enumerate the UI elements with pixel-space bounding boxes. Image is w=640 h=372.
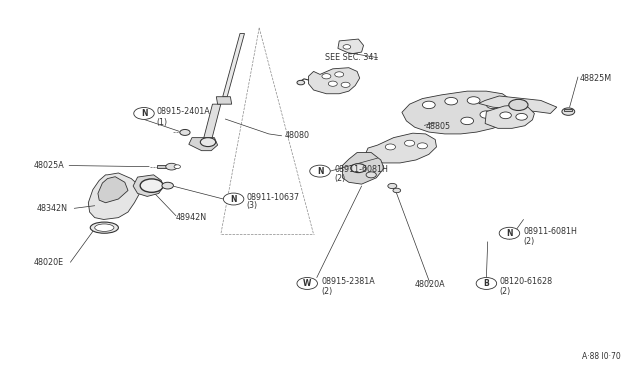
Text: 08911-6081H: 08911-6081H — [524, 227, 577, 236]
Circle shape — [134, 108, 154, 119]
Polygon shape — [216, 97, 232, 104]
Polygon shape — [338, 39, 364, 54]
Polygon shape — [402, 91, 517, 134]
Circle shape — [328, 81, 337, 86]
Polygon shape — [203, 104, 221, 141]
Circle shape — [445, 97, 458, 105]
Polygon shape — [342, 153, 384, 184]
Circle shape — [162, 182, 173, 189]
Circle shape — [467, 97, 480, 104]
Text: N: N — [506, 229, 513, 238]
Text: SEE SEC. 341: SEE SEC. 341 — [325, 53, 378, 62]
Text: B: B — [484, 279, 489, 288]
Circle shape — [385, 144, 396, 150]
Text: 48020E: 48020E — [33, 258, 63, 267]
Circle shape — [351, 164, 366, 173]
Circle shape — [516, 113, 527, 120]
Polygon shape — [157, 165, 168, 168]
Circle shape — [341, 82, 350, 87]
Text: 08915-2381A: 08915-2381A — [321, 277, 375, 286]
Text: N: N — [141, 109, 147, 118]
Text: 48080: 48080 — [285, 131, 310, 140]
Circle shape — [335, 72, 344, 77]
Circle shape — [404, 140, 415, 146]
Circle shape — [140, 179, 163, 192]
Polygon shape — [308, 68, 360, 94]
Circle shape — [174, 165, 180, 169]
Text: 48020A: 48020A — [415, 280, 445, 289]
Polygon shape — [479, 96, 557, 113]
Text: 48805: 48805 — [426, 122, 451, 131]
Circle shape — [422, 101, 435, 109]
Circle shape — [417, 143, 428, 149]
Text: 08911-10637: 08911-10637 — [246, 193, 300, 202]
Circle shape — [480, 111, 493, 118]
Text: (2): (2) — [321, 287, 333, 296]
Ellipse shape — [95, 224, 114, 231]
Polygon shape — [223, 33, 244, 97]
Polygon shape — [189, 138, 218, 151]
Circle shape — [297, 80, 305, 85]
Circle shape — [393, 188, 401, 193]
Circle shape — [500, 112, 511, 119]
Text: N: N — [230, 195, 237, 203]
Circle shape — [366, 172, 376, 178]
Polygon shape — [133, 175, 163, 196]
Text: (2): (2) — [499, 287, 511, 296]
Circle shape — [180, 129, 190, 135]
Text: 48342N: 48342N — [37, 204, 68, 213]
Text: W: W — [303, 279, 312, 288]
Circle shape — [509, 99, 528, 110]
Circle shape — [476, 278, 497, 289]
Polygon shape — [366, 133, 436, 163]
Circle shape — [223, 193, 244, 205]
Ellipse shape — [90, 222, 118, 233]
Polygon shape — [98, 177, 128, 203]
Text: N: N — [317, 167, 323, 176]
Circle shape — [310, 165, 330, 177]
Circle shape — [166, 163, 177, 170]
Circle shape — [486, 101, 499, 109]
Circle shape — [297, 278, 317, 289]
Text: (2): (2) — [524, 237, 535, 246]
Text: 08911-6081H: 08911-6081H — [334, 165, 388, 174]
Circle shape — [461, 117, 474, 125]
Circle shape — [322, 74, 331, 79]
Text: 48942N: 48942N — [176, 213, 207, 222]
Circle shape — [343, 45, 351, 49]
Text: 08120-61628: 08120-61628 — [499, 277, 552, 286]
Text: A·88 I0·70: A·88 I0·70 — [582, 352, 621, 361]
Polygon shape — [88, 173, 140, 219]
Polygon shape — [564, 109, 572, 111]
Polygon shape — [485, 105, 534, 128]
Circle shape — [388, 183, 397, 189]
Text: 08915-2401A: 08915-2401A — [157, 107, 211, 116]
Text: 48825M: 48825M — [579, 74, 611, 83]
Circle shape — [499, 227, 520, 239]
Text: (2): (2) — [334, 174, 346, 183]
Text: (3): (3) — [246, 201, 257, 210]
Text: (1): (1) — [157, 118, 168, 126]
Circle shape — [200, 138, 216, 147]
Text: 48025A: 48025A — [33, 161, 64, 170]
Circle shape — [562, 108, 575, 115]
